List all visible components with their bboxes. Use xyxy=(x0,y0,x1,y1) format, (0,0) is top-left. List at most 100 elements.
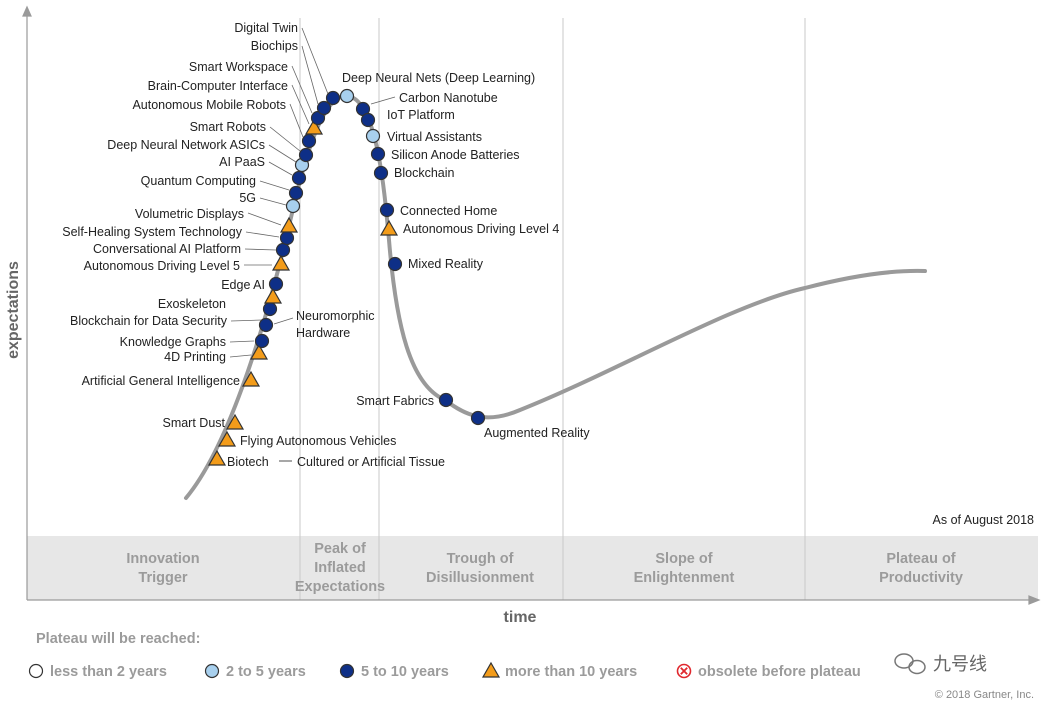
phase-band xyxy=(27,536,1038,600)
point-label: Autonomous Driving Level 5 xyxy=(84,259,240,273)
point-label: AI PaaS xyxy=(219,155,265,169)
point-label: Smart Fabrics xyxy=(356,394,434,408)
point-label: Flying Autonomous Vehicles xyxy=(240,434,396,448)
point-label: Brain-Computer Interface xyxy=(148,79,288,93)
point-marker xyxy=(263,287,283,304)
point-label: Autonomous Driving Level 4 xyxy=(403,222,559,236)
legend-label: 2 to 5 years xyxy=(226,664,306,680)
legend-label: 5 to 10 years xyxy=(361,664,449,680)
point-label: Cultured or Artificial Tissue xyxy=(297,455,445,469)
point-marker xyxy=(262,301,278,317)
point-marker xyxy=(258,317,274,333)
point-marker xyxy=(365,128,381,144)
phase-label: Plateau of Productivity xyxy=(879,551,963,586)
point-marker xyxy=(241,370,261,387)
point-marker xyxy=(316,100,332,116)
point-marker xyxy=(304,118,324,135)
point-marker xyxy=(207,449,227,466)
point-marker xyxy=(470,410,486,426)
point-marker xyxy=(291,170,307,186)
point-marker xyxy=(373,165,389,181)
legend-item-lt2: less than 2 years xyxy=(28,663,167,680)
legend-label: obsolete before plateau xyxy=(698,664,861,680)
legend-item-gt10: more than 10 years xyxy=(481,661,637,680)
point-marker xyxy=(379,202,395,218)
legend-label: more than 10 years xyxy=(505,664,637,680)
legend-item-obsolete: obsolete before plateau xyxy=(676,663,861,680)
point-label: Smart Robots xyxy=(190,120,266,134)
point-marker xyxy=(379,219,399,236)
point-label: Knowledge Graphs xyxy=(120,335,226,349)
point-label: Biotech xyxy=(227,455,269,469)
wechat-logo-icon xyxy=(894,653,926,675)
copyright-text: © 2018 Gartner, Inc. xyxy=(935,689,1034,701)
phase-dividers xyxy=(299,18,806,600)
legend-marker xyxy=(339,663,355,679)
as-of-label: As of August 2018 xyxy=(933,513,1035,527)
point-label: Edge AI xyxy=(221,278,265,292)
phase-label: Innovation Trigger xyxy=(126,551,199,586)
point-label: Carbon Nanotube xyxy=(399,91,498,105)
point-label: Augmented Reality xyxy=(484,426,590,440)
point-label: Autonomous Mobile Robots xyxy=(132,98,286,112)
point-marker xyxy=(438,392,454,408)
point-label: Quantum Computing xyxy=(141,174,256,188)
x-axis-title: time xyxy=(504,609,537,626)
point-marker xyxy=(268,276,284,292)
point-label: Volumetric Displays xyxy=(135,207,244,221)
point-label: Biochips xyxy=(251,39,298,53)
point-label: Neuromorphic Hardware xyxy=(296,309,375,340)
y-axis-title: expectations xyxy=(5,261,22,359)
point-label: Deep Neural Nets (Deep Learning) xyxy=(342,71,535,85)
point-marker xyxy=(298,147,314,163)
phase-label: Slope of Enlightenment xyxy=(634,551,735,586)
point-label: Smart Workspace xyxy=(189,60,288,74)
point-label: Mixed Reality xyxy=(408,257,484,271)
point-marker xyxy=(288,185,304,201)
legend-marker xyxy=(28,663,44,679)
axes xyxy=(22,5,1041,605)
point-marker xyxy=(301,133,317,149)
point-marker xyxy=(271,254,291,271)
point-marker xyxy=(360,112,376,128)
point-label: 4D Printing xyxy=(164,350,226,364)
legend-marker xyxy=(204,663,220,679)
phase-label: Trough of Disillusionment xyxy=(426,551,534,586)
point-marker xyxy=(339,88,355,104)
legend-item-2to5: 2 to 5 years xyxy=(204,663,306,680)
leader-lines xyxy=(229,27,396,462)
point-label: Artificial General Intelligence xyxy=(82,374,240,388)
point-marker xyxy=(387,256,403,272)
phase-label: Peak of Inflated Expectations xyxy=(295,541,385,595)
point-marker xyxy=(275,242,291,258)
point-marker xyxy=(249,343,269,360)
point-marker xyxy=(370,146,386,162)
point-label: Blockchain xyxy=(394,166,454,180)
point-marker xyxy=(217,430,237,447)
point-label: Deep Neural Network ASICs xyxy=(107,138,265,152)
point-label: Exoskeleton xyxy=(158,297,226,311)
point-label: Digital Twin xyxy=(234,21,298,35)
point-marker xyxy=(225,413,245,430)
point-marker xyxy=(254,333,270,349)
point-label: Self-Healing System Technology xyxy=(62,225,242,239)
point-label: Blockchain for Data Security xyxy=(70,314,228,328)
point-marker xyxy=(325,90,341,106)
point-label: Connected Home xyxy=(400,204,497,218)
legend-item-5to10: 5 to 10 years xyxy=(339,663,449,680)
watermark-text: 九号线 xyxy=(933,654,987,675)
legend-marker xyxy=(481,661,501,678)
point-label: Smart Dust xyxy=(162,416,225,430)
y-axis-arrow xyxy=(22,5,32,17)
legend-label: less than 2 years xyxy=(50,664,167,680)
legend-marker xyxy=(676,663,692,679)
x-axis-arrow xyxy=(1028,595,1041,605)
point-label: Conversational AI Platform xyxy=(93,242,241,256)
point-label: 5G xyxy=(239,191,256,205)
point-marker xyxy=(285,198,301,214)
point-label: Silicon Anode Batteries xyxy=(391,148,520,162)
point-marker xyxy=(279,230,295,246)
point-marker xyxy=(279,216,299,233)
point-label: Virtual Assistants xyxy=(387,130,482,144)
